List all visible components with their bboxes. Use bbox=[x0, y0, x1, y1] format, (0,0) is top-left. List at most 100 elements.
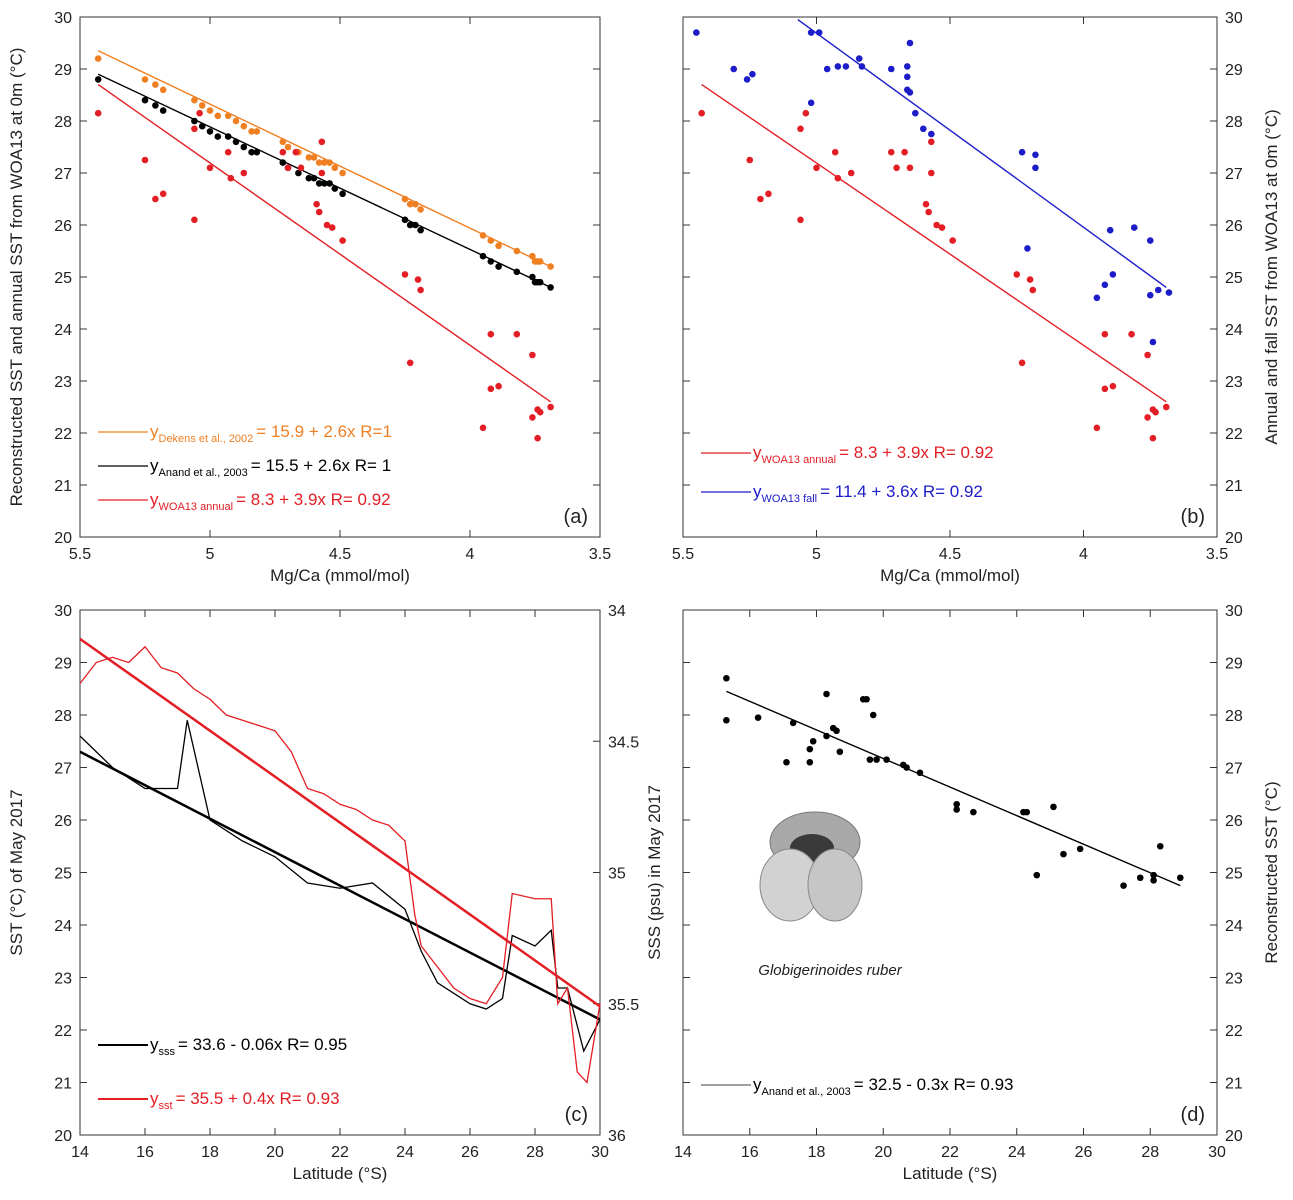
y-tick-label: 27 bbox=[1225, 761, 1243, 778]
legend-name-sub: sss bbox=[159, 1046, 176, 1058]
trend-line bbox=[97, 84, 552, 403]
data-point bbox=[855, 55, 863, 62]
data-point bbox=[1023, 808, 1031, 816]
y-tick-label: 21 bbox=[1225, 1076, 1243, 1093]
image-caption: Globigerinoides ruber bbox=[758, 962, 902, 979]
data-point bbox=[401, 271, 409, 278]
data-point bbox=[847, 169, 855, 177]
y-tick-label: 25 bbox=[54, 866, 72, 883]
x-tick-label: 28 bbox=[1141, 1144, 1159, 1161]
x-tick-label: 16 bbox=[136, 1144, 154, 1161]
data-point bbox=[1032, 151, 1039, 159]
data-point bbox=[836, 748, 844, 756]
legend-name-sub: sst bbox=[159, 1100, 173, 1112]
data-point bbox=[1093, 294, 1101, 302]
x-tick-label: 5.5 bbox=[69, 546, 91, 563]
legend-name-sub: Dekens et al., 2002 bbox=[159, 433, 254, 445]
data-point bbox=[797, 216, 804, 224]
x-tick-label: 24 bbox=[396, 1144, 414, 1161]
y-tick-label: 21 bbox=[1225, 478, 1243, 495]
data-point bbox=[757, 195, 764, 203]
data-point bbox=[1144, 414, 1151, 421]
data-point bbox=[925, 208, 932, 216]
data-point bbox=[191, 96, 198, 104]
y-tick-label: 29 bbox=[1225, 62, 1243, 79]
data-point bbox=[1101, 330, 1109, 338]
data-point bbox=[414, 276, 422, 283]
data-point bbox=[529, 351, 536, 359]
data-point bbox=[191, 216, 198, 224]
data-point bbox=[547, 284, 554, 291]
y-tick-label: 30 bbox=[54, 603, 72, 620]
y-tick-label: 23 bbox=[54, 374, 72, 391]
x-tick-label: 26 bbox=[1075, 1144, 1093, 1161]
data-point bbox=[331, 164, 339, 172]
x-tick-label: 18 bbox=[201, 1144, 219, 1161]
trend-line bbox=[79, 750, 601, 1021]
data-point bbox=[487, 330, 495, 338]
legend-name-sub: WOA13 annual bbox=[159, 501, 234, 513]
y-tick-label: 29 bbox=[54, 62, 72, 79]
data-point bbox=[1076, 845, 1084, 853]
data-point bbox=[406, 359, 414, 367]
y-tick-label: 25 bbox=[1225, 270, 1243, 287]
legend-name: y bbox=[150, 422, 159, 441]
x-axis-label: Latitude (°S) bbox=[903, 1164, 998, 1183]
data-point bbox=[1101, 385, 1109, 393]
data-point bbox=[406, 221, 414, 229]
y-tick-label: 22 bbox=[54, 1023, 72, 1040]
data-point bbox=[953, 800, 960, 808]
data-point bbox=[534, 434, 541, 442]
data-point bbox=[807, 99, 815, 107]
x-tick-label: 30 bbox=[1208, 1144, 1226, 1161]
data-point bbox=[240, 122, 248, 130]
legend-name: y bbox=[150, 1089, 159, 1108]
data-point bbox=[141, 156, 149, 164]
data-point bbox=[809, 737, 817, 745]
panel: 20 21 22 23 24 25 26 27 28 29 30 5.5 5 4.5 4 3.5 Mg/Ca (… bbox=[672, 10, 1281, 585]
data-point bbox=[783, 758, 790, 766]
data-point bbox=[698, 109, 705, 117]
data-point bbox=[94, 55, 102, 62]
data-point bbox=[318, 138, 326, 146]
data-point bbox=[903, 63, 911, 70]
y-tick-label: 28 bbox=[54, 114, 72, 131]
data-point bbox=[1026, 276, 1034, 283]
data-point bbox=[214, 133, 222, 140]
y-tick-label: 27 bbox=[1225, 166, 1243, 183]
data-point bbox=[1144, 351, 1151, 359]
data-point bbox=[970, 808, 977, 816]
data-point bbox=[495, 382, 502, 390]
data-point bbox=[315, 180, 323, 187]
y-tick-label: 23 bbox=[1225, 971, 1243, 988]
legend-equation: = 15.9 + 2.6x R=1 bbox=[256, 422, 392, 441]
legend-name: y bbox=[753, 1075, 762, 1094]
data-point bbox=[328, 224, 336, 231]
data-point bbox=[1150, 877, 1157, 884]
data-point bbox=[1165, 289, 1173, 296]
legend-equation: = 15.5 + 2.6x R= 1 bbox=[251, 456, 391, 475]
panel-label: (d) bbox=[1181, 1104, 1205, 1126]
y-tick-label: 30 bbox=[1225, 10, 1243, 27]
data-point bbox=[315, 208, 323, 216]
y-tick-label: 26 bbox=[54, 813, 72, 830]
data-point bbox=[248, 148, 255, 156]
data-point bbox=[869, 711, 877, 719]
data-point bbox=[417, 206, 424, 213]
y-tick-label: 29 bbox=[1225, 656, 1243, 673]
legend-label: yWOA13 annual = 8.3 + 3.9x R= 0.92 bbox=[150, 490, 391, 513]
trend-line bbox=[726, 690, 1181, 887]
data-point bbox=[479, 424, 487, 432]
data-point bbox=[873, 756, 880, 763]
data-point bbox=[529, 414, 536, 421]
x-tick-label: 4.5 bbox=[329, 546, 351, 563]
data-point bbox=[191, 125, 198, 133]
data-point bbox=[253, 148, 261, 156]
y-tick-label: 27 bbox=[54, 761, 72, 778]
y-tick-label: 28 bbox=[1225, 114, 1243, 131]
data-point bbox=[765, 190, 772, 198]
legend-equation: = 8.3 + 3.9x R= 0.92 bbox=[839, 443, 994, 462]
data-point bbox=[920, 125, 927, 133]
